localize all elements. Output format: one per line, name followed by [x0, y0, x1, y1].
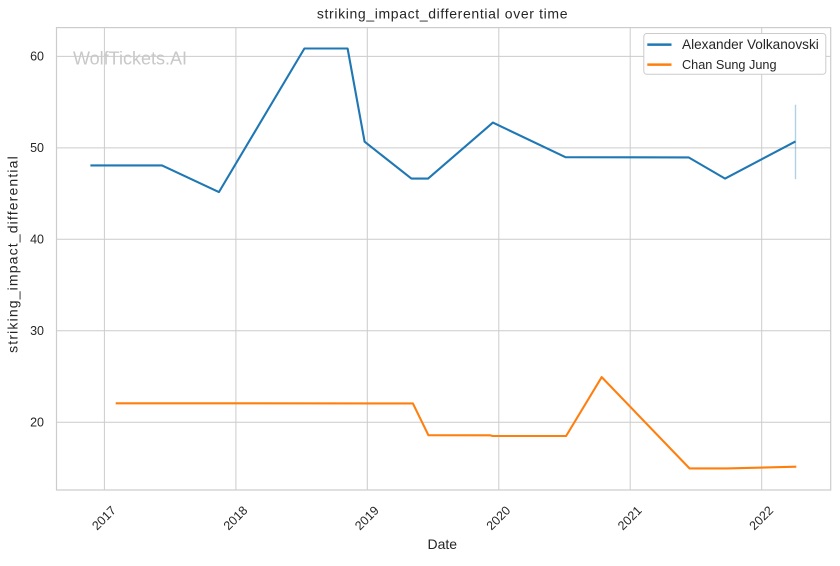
- svg-text:20: 20: [30, 416, 44, 430]
- svg-text:striking_impact_differential o: striking_impact_differential over time: [317, 6, 568, 22]
- svg-text:50: 50: [30, 141, 44, 155]
- svg-text:Date: Date: [428, 536, 458, 552]
- svg-text:30: 30: [30, 324, 44, 338]
- svg-text:60: 60: [30, 50, 44, 64]
- svg-text:Alexander Volkanovski: Alexander Volkanovski: [682, 37, 819, 52]
- svg-text:40: 40: [30, 233, 44, 247]
- svg-text:WolfTickets.AI: WolfTickets.AI: [73, 49, 187, 69]
- svg-text:Chan Sung Jung: Chan Sung Jung: [682, 58, 777, 72]
- svg-text:striking_impact_differential: striking_impact_differential: [5, 155, 21, 353]
